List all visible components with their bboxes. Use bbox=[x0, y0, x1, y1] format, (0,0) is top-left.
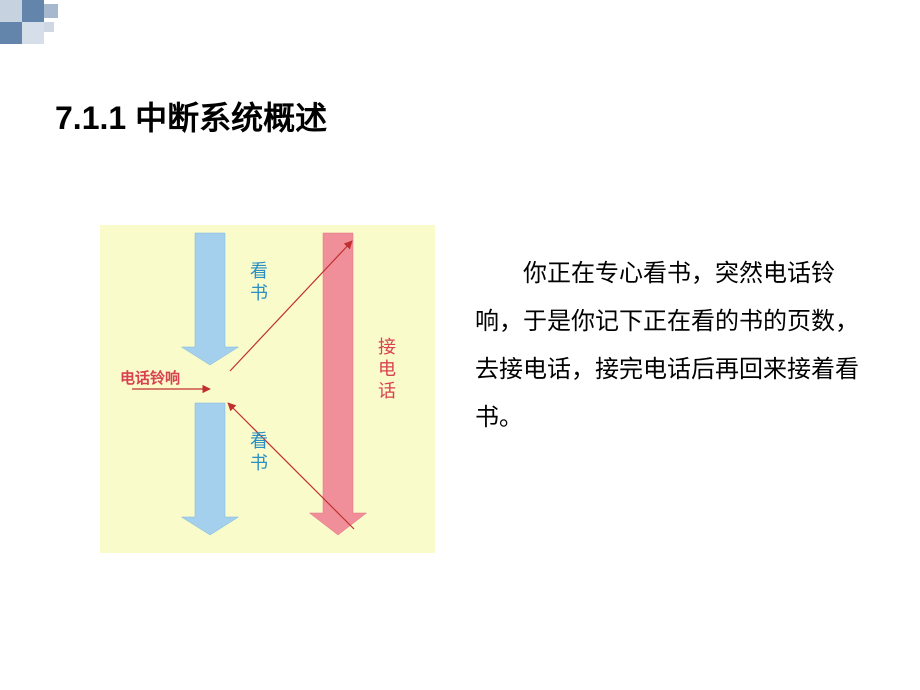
svg-text:接: 接 bbox=[378, 337, 396, 357]
svg-text:看: 看 bbox=[250, 431, 268, 451]
svg-text:话: 话 bbox=[378, 381, 396, 401]
content-wrap: 看书看书接电话电话铃响 你正在专心看书，突然电话铃响，于是你记下正在看的书的页数… bbox=[100, 225, 870, 553]
page-title: 7.1.1 中断系统概述 bbox=[55, 93, 327, 139]
svg-text:书: 书 bbox=[250, 453, 268, 473]
svg-text:看: 看 bbox=[250, 261, 268, 281]
svg-text:书: 书 bbox=[250, 283, 268, 303]
body-paragraph: 你正在专心看书，突然电话铃响，于是你记下正在看的书的页数，去接电话，接完电话后再… bbox=[475, 225, 870, 442]
svg-text:电: 电 bbox=[378, 359, 396, 379]
interrupt-diagram: 看书看书接电话电话铃响 bbox=[100, 225, 435, 553]
svg-text:电话铃响: 电话铃响 bbox=[120, 369, 180, 387]
corner-decoration bbox=[0, 0, 120, 40]
